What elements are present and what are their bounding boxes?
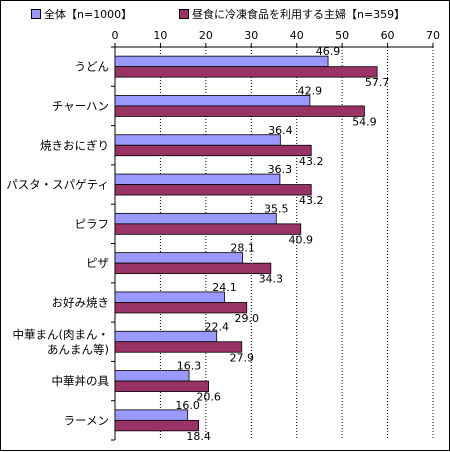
legend-item-series-2: 昼食に冷凍食品を利用する主婦【n=359】 bbox=[179, 7, 405, 21]
bar-series-2 bbox=[114, 341, 243, 353]
x-tick-label: 60 bbox=[381, 29, 395, 42]
x-tick-label: 40 bbox=[290, 29, 304, 42]
legend-label-series-2: 昼食に冷凍食品を利用する主婦【n=359】 bbox=[192, 8, 406, 21]
x-tick-label: 70 bbox=[426, 29, 440, 42]
category-label: ピラフ bbox=[75, 217, 110, 231]
legend-label-series-1: 全体【n=1000】 bbox=[44, 8, 133, 21]
bar-series-2 bbox=[114, 105, 365, 117]
category-label: うどん bbox=[75, 60, 110, 74]
legend-swatch-series-1 bbox=[31, 9, 41, 19]
data-label: 16.0 bbox=[175, 399, 200, 412]
category-label: ピザ bbox=[86, 256, 109, 270]
category-label: あんまん等) bbox=[47, 342, 109, 356]
data-label: 36.3 bbox=[268, 163, 293, 176]
legend-item-series-1: 全体【n=1000】 bbox=[31, 7, 132, 21]
data-label: 57.7 bbox=[365, 76, 390, 89]
data-label: 34.3 bbox=[259, 273, 284, 286]
category-label: 中華まん(肉まん・ bbox=[13, 327, 110, 341]
bar-series-1 bbox=[114, 252, 244, 264]
bar-series-2 bbox=[114, 66, 378, 78]
data-label: 18.4 bbox=[186, 430, 211, 443]
data-label: 40.9 bbox=[289, 233, 314, 246]
data-label: 43.2 bbox=[299, 155, 324, 168]
bar-series-1 bbox=[114, 55, 329, 68]
data-label: 27.9 bbox=[229, 351, 254, 364]
category-label: 中華丼の具 bbox=[52, 374, 110, 388]
data-label: 24.1 bbox=[212, 281, 237, 294]
bar-series-2 bbox=[114, 419, 199, 432]
category-label: 焼きおにぎり bbox=[40, 138, 109, 152]
data-label: 20.6 bbox=[196, 391, 221, 404]
x-tick-label: 10 bbox=[153, 29, 167, 42]
bar-series-2 bbox=[114, 262, 272, 275]
bar-series-1 bbox=[114, 95, 311, 107]
data-label: 35.5 bbox=[264, 202, 289, 215]
legend-swatch-series-2 bbox=[179, 9, 189, 19]
bar-series-1 bbox=[114, 330, 218, 343]
data-label: 46.9 bbox=[316, 45, 341, 58]
bar-series-2 bbox=[114, 302, 248, 314]
data-label: 36.4 bbox=[268, 124, 293, 137]
data-label: 43.2 bbox=[299, 194, 324, 207]
category-label: パスタ・スパゲティ bbox=[6, 178, 109, 192]
x-tick-label: 30 bbox=[244, 29, 258, 42]
bar-series-1 bbox=[114, 291, 225, 303]
data-label: 42.9 bbox=[298, 84, 323, 97]
data-label: 22.4 bbox=[205, 320, 230, 333]
bar-series-2 bbox=[114, 144, 312, 157]
bar-series-1 bbox=[114, 212, 277, 225]
bar-series-1 bbox=[114, 134, 281, 146]
x-tick-label: 20 bbox=[199, 29, 213, 42]
bar-series-2 bbox=[114, 223, 302, 235]
bar-series-1 bbox=[114, 173, 281, 185]
data-label: 16.3 bbox=[177, 360, 202, 373]
x-tick-label: 0 bbox=[112, 29, 119, 42]
category-label: ラーメン bbox=[63, 413, 109, 427]
x-tick-label: 50 bbox=[335, 29, 349, 42]
bar-series-2 bbox=[114, 380, 209, 392]
category-label: お好み焼き bbox=[52, 295, 110, 309]
bar-series-2 bbox=[114, 184, 312, 196]
category-label: チャーハン bbox=[52, 99, 109, 113]
data-label: 54.9 bbox=[352, 115, 377, 128]
data-label: 29.0 bbox=[234, 312, 259, 325]
data-label: 28.1 bbox=[230, 242, 255, 255]
